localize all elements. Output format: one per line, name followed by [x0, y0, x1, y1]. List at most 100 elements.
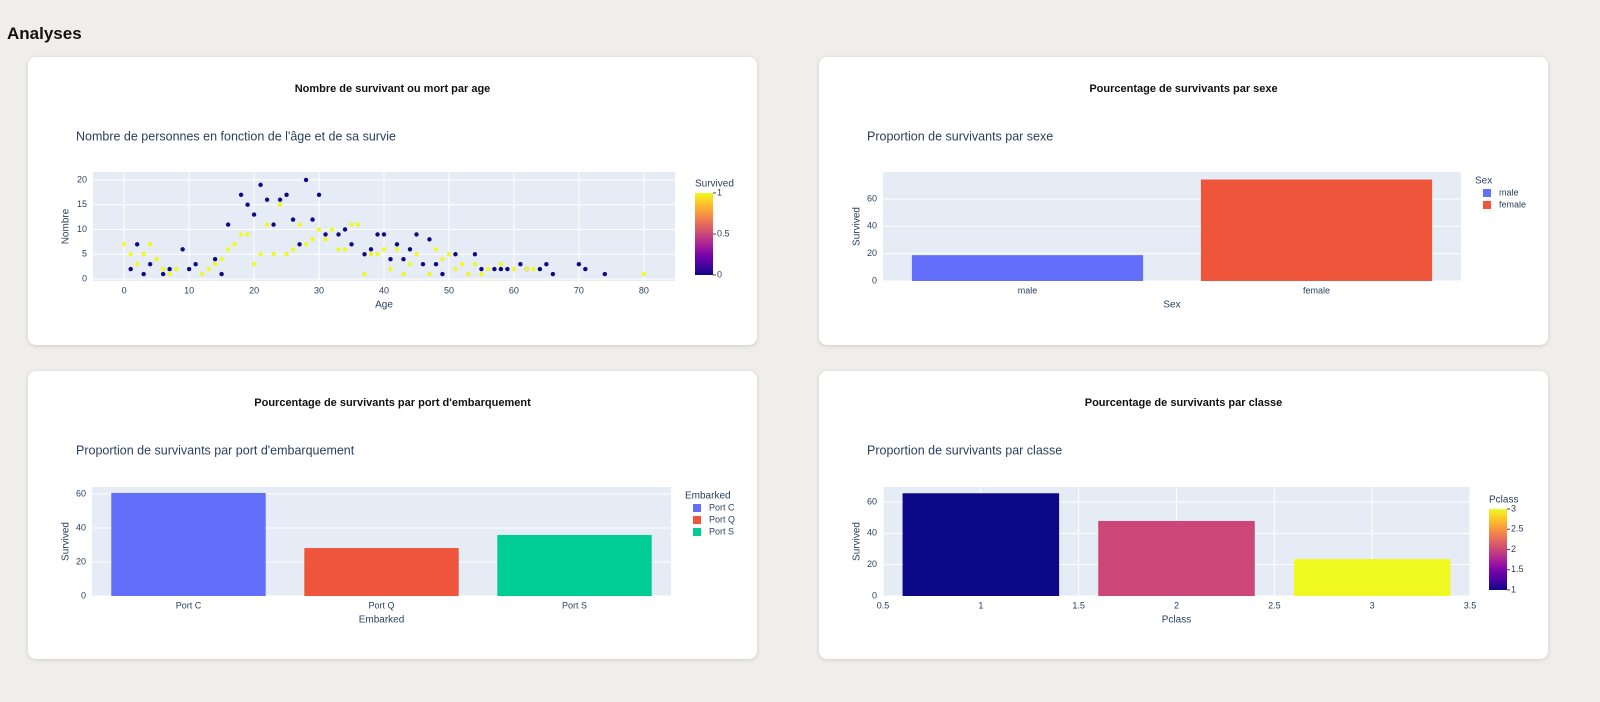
y-tick-label: 0: [81, 590, 86, 600]
scatter-point: [505, 266, 510, 272]
x-tick-label: Port Q: [368, 600, 394, 610]
x-tick-label: 40: [379, 285, 389, 295]
bar: [304, 548, 459, 596]
scatter-point: [310, 237, 315, 242]
scatter-point: [212, 257, 218, 262]
y-tick-label: 20: [76, 556, 86, 566]
plot-title: Proportion de survivants par classe: [867, 443, 1062, 457]
scatter-point: [134, 242, 140, 247]
scatter-point: [375, 232, 380, 237]
legend-swatch: [1483, 201, 1491, 209]
scatter-point: [453, 266, 458, 272]
y-tick-label: 5: [82, 249, 87, 259]
y-tick-label: 15: [77, 199, 87, 209]
y-axis-title: Survived: [852, 522, 863, 561]
scatter-point: [193, 261, 198, 267]
chart: Nombre de survivant ou mort par age Nombr…: [61, 83, 734, 311]
chart: Pourcentage de survivants par classe Prop…: [852, 397, 1524, 626]
scatter-point: [271, 222, 276, 227]
scatter-point: [271, 252, 276, 257]
scatter-point: [498, 266, 504, 272]
x-tick-label: 1: [978, 600, 983, 610]
x-tick-label: 60: [509, 285, 519, 295]
y-axis-title: Survived: [852, 207, 863, 246]
scatter-point: [518, 261, 523, 267]
scatter-point: [427, 271, 432, 277]
x-tick-label: 3: [1370, 600, 1375, 610]
scatter-point: [264, 197, 270, 202]
x-tick-label: 2.5: [1268, 600, 1281, 610]
scatter-point: [407, 261, 413, 267]
scatter-point: [550, 271, 556, 277]
scatter-point: [303, 177, 309, 183]
scatter-point: [602, 271, 608, 277]
card-heading: Pourcentage de survivants par sexe: [1089, 83, 1277, 95]
scatter-point: [225, 222, 231, 227]
scatter-point: [336, 232, 341, 237]
scatter-point: [349, 242, 354, 247]
scatter-point: [440, 257, 445, 262]
x-tick-label: 3.5: [1464, 600, 1477, 610]
bar: [111, 492, 266, 596]
x-tick-label: 50: [444, 285, 454, 295]
colorbar-tick-label: 1.5: [1511, 564, 1524, 574]
x-tick-label: 0: [122, 285, 127, 295]
x-tick-label: 2: [1174, 600, 1179, 610]
chart: Pourcentage de survivants par port d'emb…: [61, 397, 735, 626]
scatter-point: [433, 261, 439, 267]
colorbar-tick-label: 1: [1511, 584, 1516, 594]
y-tick-label: 20: [867, 248, 877, 258]
scatter-point: [251, 212, 257, 217]
scatter-point: [258, 182, 263, 188]
x-tick-label: 10: [184, 285, 194, 295]
scatter-point: [466, 271, 471, 277]
card-heading: Nombre de survivant ou mort par age: [295, 83, 491, 95]
scatter-point: [160, 266, 166, 272]
x-axis-title: Sex: [1163, 300, 1180, 311]
colorbar-tick-label: 2: [1511, 544, 1516, 554]
scatter-point: [544, 261, 549, 267]
x-tick-label: Port S: [562, 600, 587, 610]
scatter-point: [147, 261, 153, 267]
scatter-point: [401, 271, 406, 277]
page-title: Analyses: [7, 24, 82, 43]
bar: [902, 493, 1060, 596]
scatter-point: [576, 261, 582, 267]
scatter-point: [141, 252, 146, 257]
scatter-point: [316, 227, 322, 232]
scatter-point: [323, 232, 328, 237]
y-tick-label: 10: [77, 224, 87, 234]
y-tick-label: 40: [867, 221, 877, 231]
scatter-point: [440, 271, 445, 277]
scatter-point: [238, 232, 244, 237]
x-axis-title: Embarked: [359, 615, 405, 626]
scatter-point: [284, 252, 289, 257]
chart: Pourcentage de survivants par sexe Propor…: [852, 83, 1526, 311]
scatter-point: [323, 237, 328, 242]
scatter-point: [479, 271, 484, 277]
scatter-point: [264, 222, 270, 227]
scatter-point: [180, 247, 185, 252]
colorbar-tick-label: 0: [717, 269, 722, 279]
legend-swatch: [693, 516, 701, 524]
scatter-point: [284, 192, 289, 197]
scatter-point: [492, 266, 497, 272]
scatter-point: [414, 232, 419, 237]
scatter-point: [167, 271, 172, 277]
scatter-point: [258, 252, 263, 257]
scatter-point: [342, 247, 348, 252]
chart-card: Nombre de survivant ou mort par age Nombr…: [28, 57, 757, 345]
chart-card: Pourcentage de survivants par sexe Propor…: [819, 57, 1548, 345]
scatter-point: [349, 222, 354, 227]
scatter-point: [479, 266, 484, 272]
scatter-point: [368, 252, 374, 257]
bar: [1293, 559, 1451, 596]
scatter-point: [219, 271, 224, 277]
scatter-point: [232, 242, 237, 247]
y-tick-label: 40: [76, 522, 86, 532]
legend-title: Embarked: [685, 491, 731, 502]
scatter-point: [342, 227, 348, 232]
colorbar-title: Pclass: [1489, 495, 1518, 506]
scatter-point: [368, 247, 374, 252]
y-tick-label: 60: [867, 496, 877, 506]
